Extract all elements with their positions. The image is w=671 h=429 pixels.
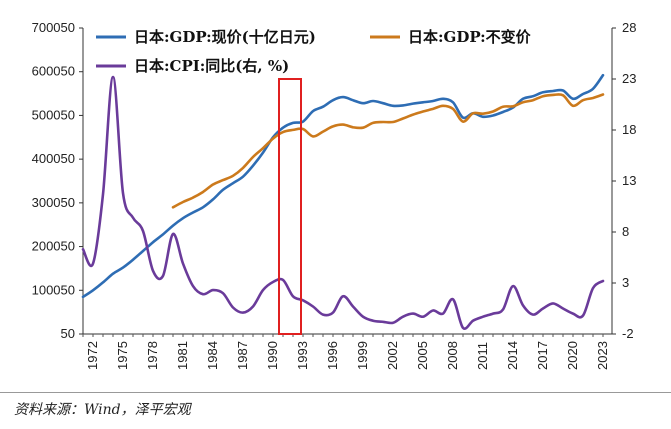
x-tick-label: 1990 (265, 341, 280, 370)
x-tick-label: 1978 (145, 341, 160, 370)
x-tick-label: 2023 (595, 341, 610, 370)
x-tick-label: 1987 (235, 341, 250, 370)
legend-label: 日本:CPI:同比(右, %) (134, 57, 289, 75)
x-tick-label: 2005 (415, 341, 430, 370)
legend-label: 日本:GDP:不变价 (408, 28, 532, 46)
x-tick-label: 2002 (385, 341, 400, 370)
right-tick-label: 8 (622, 224, 629, 239)
series-line-gdp-nominal (81, 73, 605, 299)
left-tick-label: 300050 (32, 195, 75, 210)
left-axis: 50 100050 200050 300050 400050 500050 600050 70… (32, 20, 83, 341)
left-tick-label: 700050 (32, 20, 75, 35)
highlight-rect (278, 78, 302, 335)
x-tick-label: 2014 (505, 341, 520, 370)
right-tick-label: 3 (622, 275, 629, 290)
source-divider (0, 392, 671, 393)
left-tick-label: 500050 (32, 107, 75, 122)
x-tick-label: 2008 (445, 341, 460, 370)
x-tick-label: 1999 (355, 341, 370, 370)
left-tick-label: 400050 (32, 151, 75, 166)
x-tick-label: 2020 (565, 341, 580, 370)
series-line-cpi-yoy (81, 75, 605, 330)
left-tick-label: 200050 (32, 239, 75, 254)
right-tick-label: 28 (622, 20, 636, 35)
series-lines (81, 73, 605, 330)
right-axis: -2 3 8 13 18 23 28 (612, 20, 636, 341)
left-tick-label: 100050 (32, 282, 75, 297)
highlight-box (278, 78, 302, 335)
x-tick-label: 2017 (535, 341, 550, 370)
series-line-gdp-real (171, 93, 605, 209)
x-tick-label: 1993 (295, 341, 310, 370)
x-tick-label: 2011 (475, 342, 490, 370)
right-tick-label: -2 (622, 326, 634, 341)
x-tick-label: 1981 (175, 341, 190, 370)
legend-label: 日本:GDP:现价(十亿日元) (134, 28, 316, 46)
right-tick-label: 18 (622, 122, 636, 137)
x-tick-label: 1984 (205, 341, 220, 370)
left-tick-label: 50 (61, 326, 75, 341)
x-tick-label: 1972 (85, 341, 100, 370)
x-axis: 1972 1975 1978 1981 1984 1987 1990 1993 1996 1999… (82, 334, 610, 370)
source-note: 资料来源：Wind，泽平宏观 (14, 402, 191, 418)
x-tick-label: 1996 (325, 341, 340, 370)
right-tick-label: 23 (622, 71, 636, 86)
left-tick-label: 600050 (32, 64, 75, 79)
x-tick-label: 1975 (115, 341, 130, 370)
right-tick-label: 13 (622, 173, 636, 188)
